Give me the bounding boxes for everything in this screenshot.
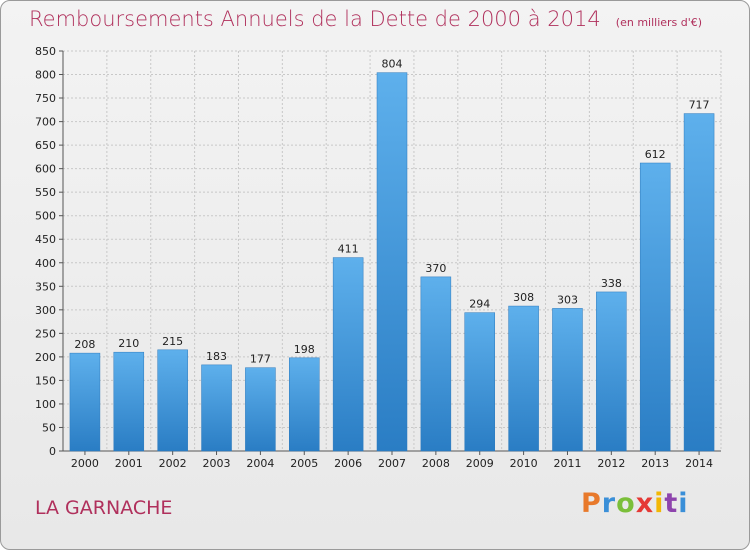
bar [464, 312, 495, 452]
bar-value-label: 208 [74, 338, 95, 351]
x-tick-label: 2012 [597, 457, 625, 470]
y-tick-label: 0 [49, 445, 56, 458]
bar [332, 257, 364, 452]
x-tick-label: 2006 [334, 457, 362, 470]
y-tick-label: 550 [35, 186, 56, 199]
bar-value-label: 308 [513, 291, 534, 304]
logo-letter: o [616, 488, 636, 519]
bar [508, 305, 539, 452]
bar [552, 308, 583, 452]
bar-value-label: 183 [206, 350, 227, 363]
y-tick-label: 600 [35, 163, 56, 176]
bar [683, 113, 715, 452]
y-tick-label: 400 [35, 257, 56, 270]
bar-value-label: 804 [382, 58, 403, 71]
logo-letter: t [664, 488, 679, 519]
x-tick-label: 2003 [203, 457, 231, 470]
y-tick-label: 850 [35, 45, 56, 58]
logo-letter: x [635, 488, 655, 519]
bar [596, 291, 627, 452]
x-tick-label: 2001 [115, 457, 143, 470]
x-tick-label: 2013 [641, 457, 669, 470]
logo-letter: P [581, 488, 602, 519]
bar [245, 367, 276, 452]
bars [69, 72, 715, 452]
bar-value-label: 210 [118, 337, 139, 350]
y-tick-label: 800 [35, 69, 56, 82]
bar-value-label: 294 [469, 298, 490, 311]
logo-letter: i [678, 488, 689, 519]
y-tick-label: 650 [35, 139, 56, 152]
x-tick-label: 2008 [422, 457, 450, 470]
chart-title-row: Remboursements Annuels de la Dette de 20… [29, 7, 702, 31]
labels: 0 50 100 150 200 250 300 350 400 450 500 550 600 650 7… [35, 45, 713, 470]
y-tick-label: 350 [35, 280, 56, 293]
place-name: LA GARNACHE [35, 497, 173, 519]
y-tick-label: 450 [35, 233, 56, 246]
x-tick-label: 2014 [685, 457, 713, 470]
x-tick-label: 2011 [553, 457, 581, 470]
chart-unit: (en milliers d'€) [615, 16, 703, 29]
y-tick-label: 100 [35, 398, 56, 411]
bar [639, 162, 671, 452]
bar [376, 72, 408, 452]
bar-value-label: 717 [689, 99, 710, 112]
x-tick-label: 2002 [159, 457, 187, 470]
logo-letter: i [654, 488, 665, 519]
bar-value-label: 303 [557, 293, 578, 306]
chart-title: Remboursements Annuels de la Dette de 20… [29, 7, 601, 31]
bar-value-label: 612 [645, 148, 666, 161]
y-tick-label: 250 [35, 327, 56, 340]
x-tick-label: 2007 [378, 457, 406, 470]
bar [201, 364, 232, 452]
y-tick-label: 500 [35, 210, 56, 223]
x-tick-label: 2010 [510, 457, 538, 470]
bar-value-label: 198 [294, 343, 315, 356]
bar [157, 349, 188, 452]
y-tick-label: 700 [35, 116, 56, 129]
bar-value-label: 370 [425, 262, 446, 275]
y-tick-label: 750 [35, 92, 56, 105]
bar-value-label: 177 [250, 353, 271, 366]
y-tick-label: 50 [42, 421, 56, 434]
bar [420, 276, 452, 452]
bar-value-label: 411 [338, 243, 359, 256]
x-tick-label: 2009 [466, 457, 494, 470]
bar-value-label: 215 [162, 335, 183, 348]
x-tick-label: 2004 [246, 457, 274, 470]
x-tick-label: 2005 [290, 457, 318, 470]
bar [289, 357, 320, 452]
bar-value-label: 338 [601, 277, 622, 290]
proxiti-logo[interactable]: Proxiti [581, 488, 689, 519]
y-tick-label: 300 [35, 304, 56, 317]
y-tick-label: 150 [35, 374, 56, 387]
bar [113, 351, 145, 452]
x-tick-label: 2000 [71, 457, 99, 470]
bar [69, 352, 101, 452]
y-tick-label: 200 [35, 351, 56, 364]
logo-letter: r [601, 488, 617, 519]
